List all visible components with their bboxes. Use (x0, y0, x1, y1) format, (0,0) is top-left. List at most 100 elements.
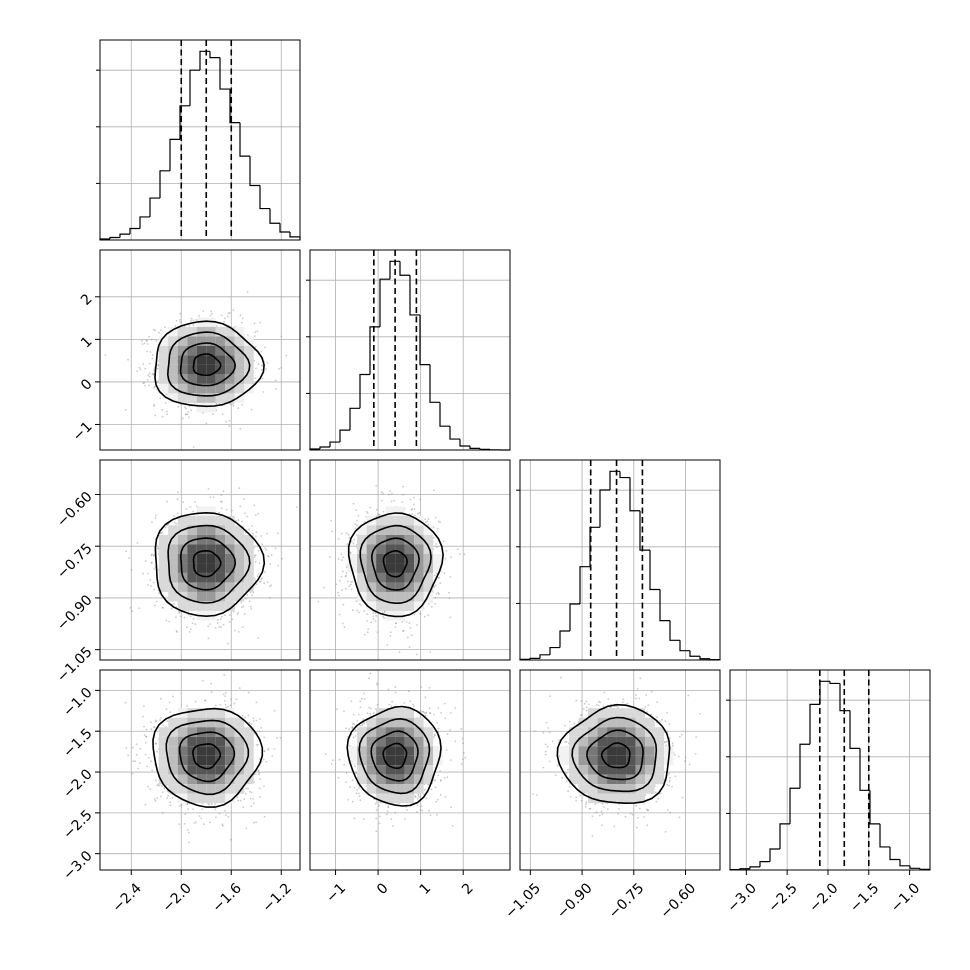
sample-point (127, 754, 130, 757)
density-cell (654, 746, 665, 756)
sample-point (168, 620, 170, 623)
sample-point (155, 719, 157, 722)
sample-point (173, 603, 175, 605)
hist-bar (639, 510, 650, 551)
density-cell (404, 774, 415, 785)
density-cell (366, 755, 377, 766)
sample-point (324, 753, 327, 756)
sample-point (437, 591, 440, 594)
sample-point (359, 706, 362, 709)
density-cell (225, 727, 235, 737)
sample-point (678, 816, 681, 819)
sample-point (268, 596, 271, 599)
sample-point (372, 615, 375, 617)
sample-point (460, 763, 463, 765)
sample-point (173, 515, 175, 517)
density-cell (215, 393, 226, 403)
density-cell (404, 736, 415, 747)
density-cell (423, 774, 434, 785)
density-cell (404, 717, 415, 728)
density-cell (225, 717, 235, 728)
sample-point (190, 317, 193, 320)
sample-point (624, 815, 627, 818)
sample-point (252, 532, 254, 535)
hist-bar (439, 402, 450, 427)
panel-frame (729, 669, 931, 871)
density-cell (626, 793, 636, 804)
sample-point (449, 759, 452, 761)
density-cell (366, 563, 377, 573)
density-cell (616, 746, 627, 756)
sample-point (411, 513, 414, 516)
sample-point (255, 535, 257, 538)
sample-point (194, 501, 197, 503)
sample-point (250, 791, 253, 794)
density-cell (385, 736, 396, 747)
density-cell (357, 591, 367, 602)
sample-point (423, 615, 426, 618)
density-cell (385, 544, 396, 554)
density-cell (645, 736, 655, 747)
sample-point (355, 771, 357, 774)
sample-point (389, 490, 391, 492)
sample-point (162, 724, 165, 726)
density-cell (196, 383, 207, 394)
sample-point (449, 729, 451, 731)
sample-point (419, 498, 422, 501)
density-cell (187, 374, 197, 384)
density-cell (414, 746, 424, 756)
density-cell (244, 572, 254, 583)
sample-point (142, 572, 145, 575)
sample-point (255, 744, 258, 746)
sample-point (386, 810, 389, 813)
sample-point (337, 776, 340, 779)
density-cell (196, 393, 207, 403)
sample-point (340, 575, 343, 578)
density-cell (635, 717, 646, 728)
hist-bar (849, 710, 860, 750)
density-cell (433, 755, 443, 766)
sample-point (246, 594, 249, 596)
sample-point (428, 707, 431, 710)
density-cell (206, 563, 216, 573)
density-cell (158, 582, 169, 592)
sample-point (237, 799, 240, 802)
sample-point (169, 711, 172, 714)
density-cell (395, 746, 405, 756)
density-cell (206, 717, 216, 728)
sample-point (178, 611, 181, 614)
density-cell (404, 525, 415, 535)
hist-bar (829, 681, 840, 685)
density-cell (588, 755, 598, 766)
density-cell (168, 326, 178, 337)
sample-point (161, 791, 164, 794)
sample-point (171, 797, 174, 799)
sample-point (274, 547, 277, 550)
sample-point (252, 591, 255, 594)
sample-point (158, 592, 161, 595)
sample-point (375, 830, 378, 833)
density-cell (206, 553, 216, 564)
hist-panel-1 (306, 249, 511, 451)
sample-point (569, 720, 571, 723)
sample-point (150, 760, 152, 763)
density-cell (168, 534, 178, 545)
sample-point (146, 350, 148, 353)
sample-point (222, 824, 224, 827)
hist-bar (459, 439, 470, 447)
sample-point (408, 646, 411, 648)
sample-point (166, 797, 169, 799)
sample-point (564, 740, 567, 743)
sample-point (353, 786, 356, 789)
density-cell (215, 544, 226, 554)
sample-point (391, 700, 393, 703)
sample-point (359, 700, 362, 703)
y-tick-label: 1 (78, 334, 96, 352)
density-cell (206, 755, 216, 766)
hist-bar (139, 216, 150, 229)
sample-point (585, 706, 588, 709)
sample-point (363, 609, 366, 612)
density-cell (607, 755, 617, 766)
density-cell (366, 736, 377, 747)
sample-point (409, 700, 412, 702)
